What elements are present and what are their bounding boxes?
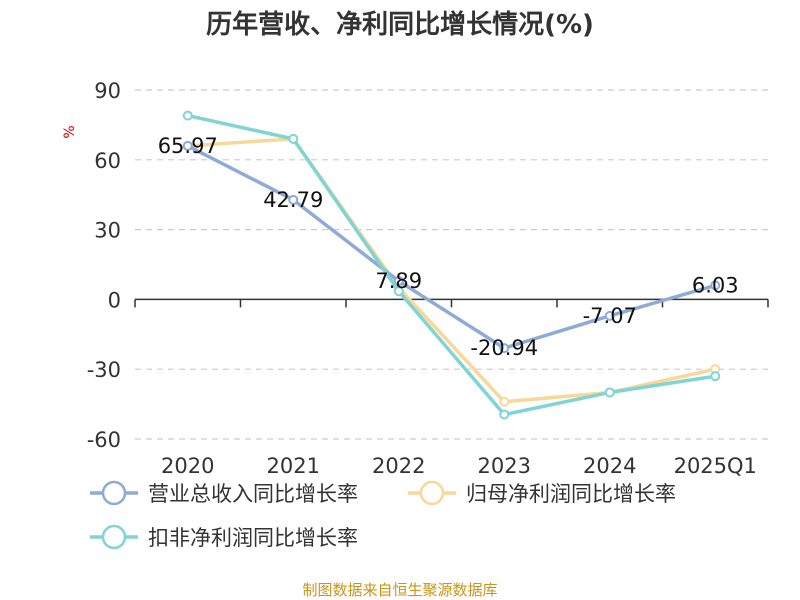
series-2-point: [182, 110, 193, 121]
series-line-1: [187, 137, 716, 404]
y-tick-label: 30: [94, 219, 121, 243]
y-tick-label: -30: [87, 358, 121, 382]
y-axis-label: %: [62, 125, 78, 138]
y-tick-label: 60: [94, 149, 121, 173]
data-label: -20.94: [470, 336, 538, 360]
series-1-point: [499, 396, 510, 407]
data-label: 7.89: [375, 269, 422, 293]
x-tick-label: 2020: [161, 454, 214, 478]
legend-label: 归母净利润同比增长率: [466, 482, 676, 506]
series-line-2: [187, 113, 716, 417]
x-tick-label: 2022: [372, 454, 425, 478]
legend-label: 扣非净利润同比增长率: [148, 526, 358, 550]
data-label: -7.07: [583, 304, 637, 328]
legend-item-1[interactable]: 归母净利润同比增长率: [408, 480, 676, 506]
legend-item-2[interactable]: 扣非净利润同比增长率: [90, 524, 358, 550]
x-tick-label: 2024: [583, 454, 636, 478]
legend-label: 营业总收入同比增长率: [148, 482, 358, 506]
series-2-point: [604, 387, 615, 398]
legend-marker-icon: [419, 480, 445, 506]
data-label: 65.97: [158, 134, 218, 158]
data-labels: 65.97 42.79 7.89 -20.94 -7.07 6.03: [158, 134, 739, 360]
series-2-point: [499, 409, 510, 420]
series-0-point: [393, 276, 404, 287]
x-tick-label: 2023: [478, 454, 531, 478]
data-label: 42.79: [263, 188, 323, 212]
data-label: 6.03: [692, 273, 739, 297]
series-0-point: [710, 280, 721, 291]
series-2-point: [710, 371, 721, 382]
series-0-point: [288, 194, 299, 205]
legend-marker-icon: [101, 524, 127, 550]
legend-marker-icon: [101, 480, 127, 506]
series-0-point: [604, 310, 615, 321]
y-tick-label: 90: [94, 79, 121, 103]
legend-item-0[interactable]: 营业总收入同比增长率: [90, 480, 358, 506]
source-note: 制图数据来自恒生聚源数据库: [302, 581, 497, 599]
chart-title: 历年营收、净利同比增长情况(%): [206, 9, 594, 40]
x-axis: 2020 2021 2022 2023 2024 2025Q1: [134, 298, 769, 478]
series-0-point: [499, 343, 510, 354]
y-tick-label: 0: [108, 288, 121, 312]
series-0-point: [182, 140, 193, 151]
series-line-0: [186, 144, 716, 350]
y-tick-label: -60: [87, 428, 121, 452]
x-tick-label: 2025Q1: [674, 454, 757, 478]
series-2-point: [288, 133, 299, 144]
y-tick-labels: 90 60 30 0 -30 -60: [87, 79, 121, 452]
series-group: [182, 110, 721, 420]
series-2-point: [393, 286, 404, 297]
x-tick-label: 2021: [267, 454, 320, 478]
